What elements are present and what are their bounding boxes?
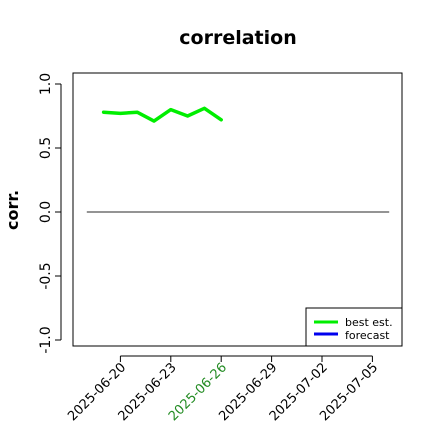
y-tick-label: 1.0 (38, 73, 54, 95)
y-tick-label: 0.5 (38, 137, 54, 159)
series-point (187, 115, 189, 117)
y-tick-label: -0.5 (38, 262, 54, 289)
series-point (153, 120, 155, 122)
series-point (103, 111, 105, 113)
plot-frame (72, 72, 403, 347)
legend: best est. forecast (305, 307, 403, 347)
y-tick-label: -1.0 (38, 326, 54, 353)
legend-label-forecast: forecast (345, 329, 390, 342)
series-point (119, 112, 121, 114)
legend-label-best-est: best est. (345, 316, 393, 329)
series-line-best-est (101, 106, 223, 123)
chart-title: correlation (179, 27, 296, 49)
y-axis-label: corr. (3, 190, 22, 230)
series-point (170, 109, 172, 111)
y-axis: -1.0 -0.5 0.0 0.5 1.0 (38, 73, 62, 354)
series-point (220, 119, 222, 121)
series-layer (101, 106, 223, 123)
x-axis: 2025-06-202025-06-232025-06-262025-06-29… (65, 355, 381, 424)
series-point (136, 111, 138, 113)
series-point (203, 107, 205, 109)
y-tick-label: 0.0 (38, 201, 54, 223)
legend-box (305, 307, 403, 347)
